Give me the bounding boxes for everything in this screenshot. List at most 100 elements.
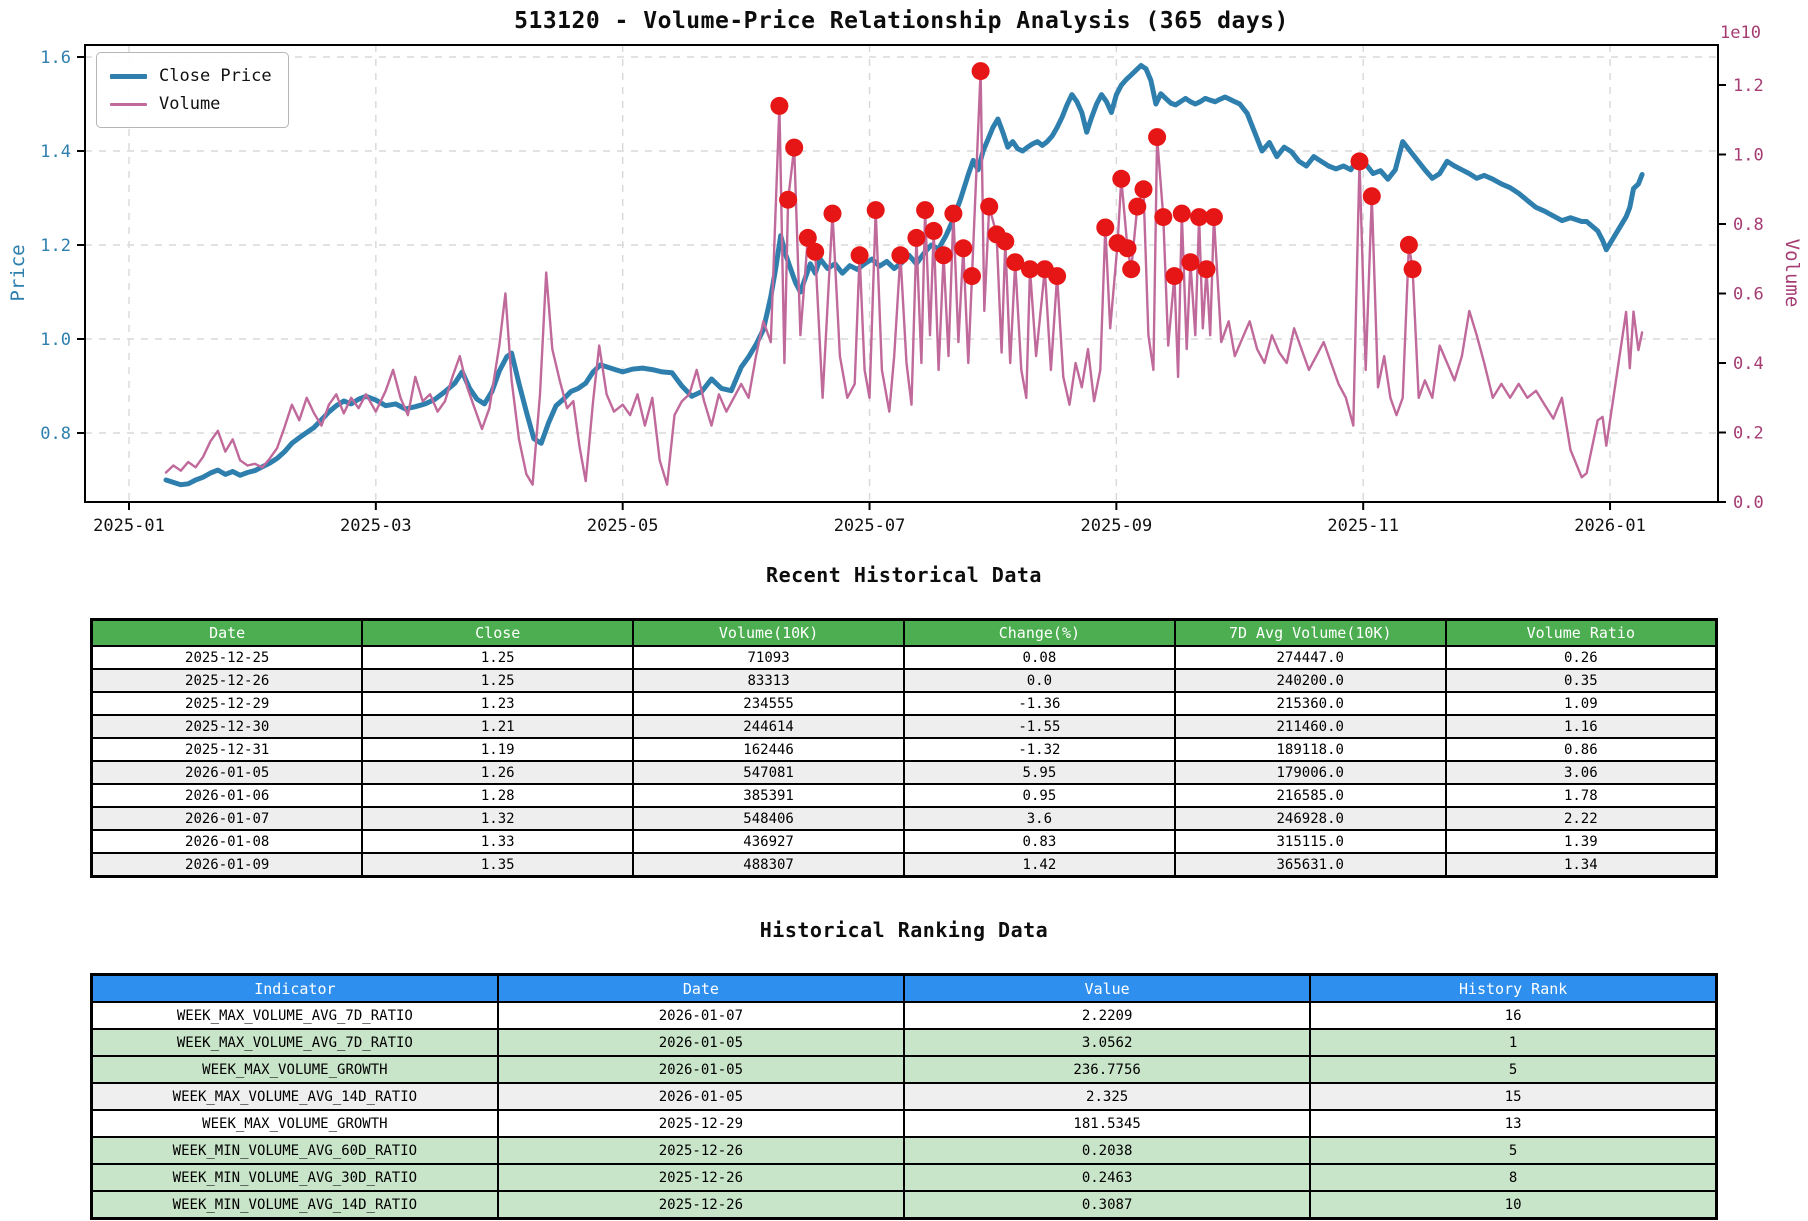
table-cell: 234555 [632, 691, 905, 716]
table-cell: WEEK_MAX_VOLUME_GROWTH [90, 1055, 499, 1084]
table-cell: 2.325 [902, 1082, 1312, 1111]
ranking-table: Indicator Date Value History Rank WEEK_MAX_… [90, 973, 1718, 1220]
volume-tick-label: 0.6 [1733, 285, 1764, 305]
volume-spike-dot [963, 267, 981, 286]
table-cell: 13 [1309, 1109, 1718, 1138]
x-tick-label: 2025-09 [1081, 516, 1153, 536]
table-cell: 1.42 [902, 852, 1176, 878]
table-cell: 2025-12-30 [90, 714, 364, 739]
legend-label: Volume [159, 94, 221, 114]
table-cell: 1.16 [1444, 714, 1718, 739]
column-header: Close [361, 618, 635, 647]
table-row: WEEK_MIN_VOLUME_AVG_14D_RATIO 2025-12-26 0… [90, 1190, 1718, 1220]
table-cell: 1.09 [1444, 691, 1718, 716]
column-header: Volume Ratio [1444, 618, 1718, 647]
table-row: 2025-12-29 1.23 234555 -1.36 215360.0 1.09 [90, 691, 1718, 716]
table-cell: 3.6 [902, 806, 1176, 831]
volume-spike-dot [1148, 128, 1167, 147]
volume-spike-dot [1172, 204, 1191, 223]
table-cell: 1.28 [361, 783, 635, 808]
table-cell: 179006.0 [1173, 760, 1447, 785]
table-cell: 2025-12-25 [90, 645, 364, 670]
table-cell: 0.83 [902, 829, 1176, 854]
volume-axis-label: Volume [1781, 239, 1803, 308]
close-price-line [163, 63, 1645, 488]
table-cell: WEEK_MAX_VOLUME_AVG_7D_RATIO [90, 1001, 499, 1030]
table-cell: 2026-01-05 [90, 760, 364, 785]
table-row: WEEK_MAX_VOLUME_AVG_14D_RATIO 2026-01-05 2… [90, 1082, 1718, 1111]
table-cell: 2025-12-26 [496, 1136, 906, 1165]
table-cell: 2026-01-08 [90, 829, 364, 854]
table-cell: WEEK_MAX_VOLUME_AVG_14D_RATIO [90, 1082, 499, 1111]
table-cell: 71093 [632, 645, 905, 670]
table-cell: 0.35 [1444, 668, 1718, 693]
table-cell: 436927 [632, 829, 905, 854]
volume-spike-dot [1204, 208, 1223, 227]
table-cell: 1.33 [361, 829, 635, 854]
table-cell: 365631.0 [1173, 852, 1447, 878]
gridlines [85, 45, 1718, 502]
volume-tick-label: 0.0 [1733, 493, 1764, 513]
legend-label: Close Price [159, 66, 272, 86]
table-cell: 216585.0 [1173, 783, 1447, 808]
table-cell: WEEK_MIN_VOLUME_AVG_30D_RATIO [90, 1163, 499, 1192]
table-cell: 2025-12-26 [90, 668, 364, 693]
column-header: Date [496, 973, 906, 1003]
table-cell: 547081 [632, 760, 905, 785]
volume-line [164, 69, 1644, 486]
table-row: 2025-12-30 1.21 244614 -1.55 211460.0 1.16 [90, 714, 1718, 739]
table-cell: 1.34 [1444, 852, 1718, 878]
volume-spike-dot [954, 239, 973, 258]
table-row: 2026-01-07 1.32 548406 3.6 246928.0 2.22 [90, 806, 1718, 831]
table-row: WEEK_MAX_VOLUME_AVG_7D_RATIO 2026-01-05 3.… [90, 1028, 1718, 1057]
table-cell: 211460.0 [1173, 714, 1447, 739]
volume-spike-dot [850, 246, 869, 265]
table-cell: 2026-01-05 [496, 1028, 906, 1057]
volume-spike-dot [1128, 197, 1147, 216]
table-cell: 2026-01-07 [496, 1001, 906, 1030]
volume-spike-dot [1118, 239, 1137, 258]
plot-frame [84, 44, 1719, 503]
table-cell: 2025-12-26 [496, 1163, 906, 1192]
recent-table-head: Date Close Volume(10K) Change(%) 7D Avg Volu… [90, 618, 1718, 647]
table-cell: 2025-12-26 [496, 1190, 906, 1220]
volume-spike-dot [823, 204, 842, 223]
table-cell: 2026-01-07 [90, 806, 364, 831]
table-cell: -1.55 [902, 714, 1176, 739]
volume-spike-dot [1165, 267, 1184, 286]
table-cell: 2026-01-06 [90, 783, 364, 808]
volume-spike-dots [770, 62, 1422, 286]
header-row: Date Close Volume(10K) Change(%) 7D Avg Volu… [90, 618, 1718, 647]
table-cell: 5.95 [902, 760, 1176, 785]
volume-spike-dot [1048, 267, 1067, 286]
table-cell: 1.26 [361, 760, 635, 785]
volume-spike-dot [1112, 169, 1131, 188]
ranking-heading: Historical Ranking Data [759, 918, 1049, 942]
table-row: WEEK_MAX_VOLUME_GROWTH 2025-12-29 181.5345… [90, 1109, 1718, 1138]
volume-spike-dot [907, 228, 926, 247]
volume-spike-dot [779, 190, 798, 209]
table-cell: 1.35 [361, 852, 635, 878]
volume-tick-label: 1.0 [1733, 146, 1764, 166]
recent-table-body: 2025-12-25 1.25 71093 0.08 274447.0 0.26 2025-… [90, 645, 1718, 878]
volume-spike-dot [806, 242, 825, 261]
table-cell: 162446 [632, 737, 905, 762]
table-cell: 315115.0 [1173, 829, 1447, 854]
table-cell: 8 [1309, 1163, 1718, 1192]
table-row: 2026-01-09 1.35 488307 1.42 365631.0 1.34 [90, 852, 1718, 878]
table-row: 2025-12-26 1.25 83313 0.0 240200.0 0.35 [90, 668, 1718, 693]
axis-ticks [77, 56, 1726, 510]
table-cell: 1.23 [361, 691, 635, 716]
table-row: WEEK_MIN_VOLUME_AVG_30D_RATIO 2025-12-26 0… [90, 1163, 1718, 1192]
table-cell: 1.19 [361, 737, 635, 762]
volume-spike-dot [1006, 253, 1025, 272]
volume-spike-dot [1021, 260, 1039, 279]
volume-tick-label: 0.4 [1733, 354, 1764, 374]
price-tick-label: 1.2 [40, 236, 71, 256]
table-cell: 0.86 [1444, 737, 1718, 762]
table-cell: 2025-12-29 [496, 1109, 906, 1138]
table-cell: 236.7756 [902, 1055, 1312, 1084]
volume-spike-dot [1096, 218, 1115, 237]
table-row: 2026-01-05 1.26 547081 5.95 179006.0 3.06 [90, 760, 1718, 785]
volume-spike-dot [1362, 187, 1381, 206]
